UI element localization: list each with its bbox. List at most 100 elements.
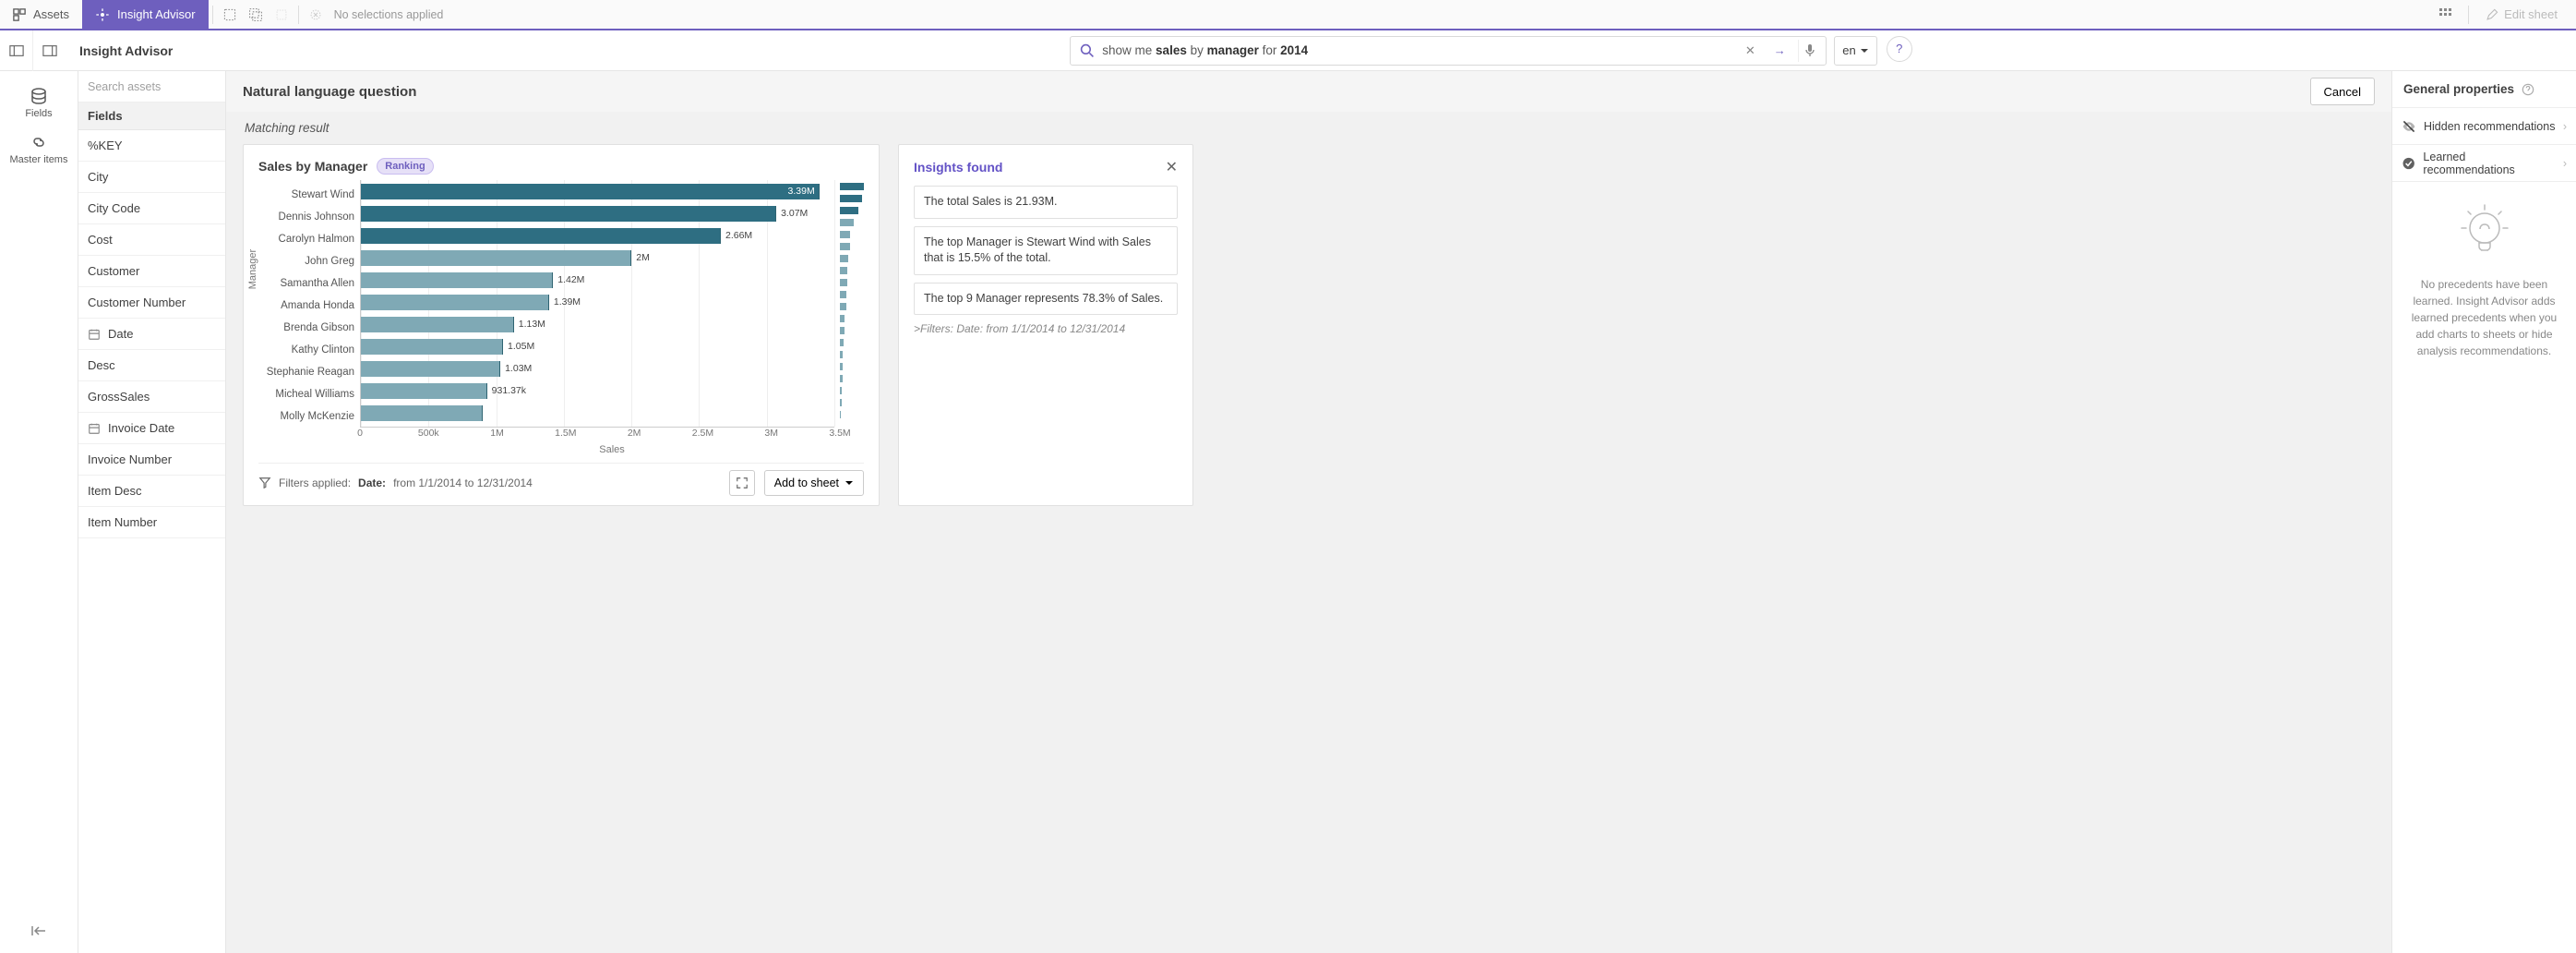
chevron-down-icon	[1860, 46, 1869, 55]
voice-search-icon[interactable]	[1798, 40, 1820, 62]
field-item[interactable]: Customer	[78, 256, 225, 287]
bar-category-label: Kathy Clinton	[258, 339, 360, 361]
bar-row[interactable]: 1.39M	[361, 291, 834, 313]
filter-icon	[258, 476, 271, 489]
calendar-icon	[88, 328, 101, 341]
learned-recommendations[interactable]: Learned recommendations ›	[2392, 145, 2576, 182]
question-header: Natural language question Cancel	[226, 71, 2391, 112]
hidden-rec-label: Hidden recommendations	[2424, 120, 2555, 133]
clear-search-icon[interactable]: ✕	[1739, 40, 1761, 62]
pencil-icon	[2486, 8, 2498, 21]
assets-label: Assets	[33, 7, 69, 21]
caret-down-icon	[845, 478, 854, 488]
bar-row[interactable]: 1.42M	[361, 269, 834, 291]
field-label: GrossSales	[88, 390, 150, 404]
bar-row[interactable]: 1.03M	[361, 357, 834, 380]
insight-tab-label: Insight Advisor	[117, 7, 196, 21]
field-item[interactable]: Invoice Number	[78, 444, 225, 476]
bar-row[interactable]: 2M	[361, 247, 834, 269]
minimap-bars[interactable]	[840, 180, 864, 428]
cancel-button[interactable]: Cancel	[2310, 78, 2375, 105]
bar-value-label: 1.13M	[519, 319, 545, 330]
toggle-right-panel-icon[interactable]	[33, 30, 66, 71]
bar-row[interactable]: 3.39M	[361, 180, 834, 202]
field-item[interactable]: Customer Number	[78, 287, 225, 319]
hidden-recommendations[interactable]: Hidden recommendations ›	[2392, 108, 2576, 145]
nav-master-items[interactable]: Master items	[0, 127, 78, 173]
bar-category-label: Brenda Gibson	[258, 317, 360, 339]
close-insights-icon[interactable]: ✕	[1166, 158, 1178, 176]
field-item[interactable]: City	[78, 162, 225, 193]
edit-sheet-button[interactable]: Edit sheet	[2478, 4, 2565, 25]
link-icon	[30, 134, 48, 151]
help-icon[interactable]: ?	[1887, 36, 1912, 62]
header-row: Insight Advisor show me sales by manager…	[0, 30, 2576, 71]
field-label: City Code	[88, 201, 140, 215]
search-box[interactable]: show me sales by manager for 2014 ✕ →	[1070, 36, 1827, 66]
toggle-left-panel-icon[interactable]	[0, 30, 33, 71]
field-item[interactable]: Item Number	[78, 507, 225, 538]
language-dropdown[interactable]: en	[1834, 36, 1876, 66]
fields-panel: Search assets Fields %KEYCity City Code Co…	[78, 71, 226, 953]
select-rect-icon[interactable]	[243, 2, 269, 28]
fields-header: Fields	[78, 103, 225, 130]
lasso-icon[interactable]	[217, 2, 243, 28]
field-item[interactable]: Desc	[78, 350, 225, 381]
filter-range: from 1/1/2014 to 12/31/2014	[393, 476, 533, 489]
toolbar-sep	[212, 6, 213, 24]
field-item[interactable]: Date	[78, 319, 225, 350]
bar-row[interactable]: 931.37k	[361, 380, 834, 402]
nav-fields[interactable]: Fields	[0, 80, 78, 127]
calendar-icon	[88, 422, 101, 435]
insight-advisor-tab[interactable]: Insight Advisor	[82, 0, 209, 30]
field-label: Item Desc	[88, 484, 142, 498]
top-toolbar: Assets Insight Advisor No selections app…	[0, 0, 2576, 30]
insight-icon	[95, 7, 110, 22]
bar-category-label: Dennis Johnson	[258, 206, 360, 228]
bar-value-label: 1.05M	[508, 341, 534, 352]
assets-icon	[13, 8, 26, 21]
chevron-right-icon: ›	[2563, 120, 2567, 133]
question-title: Natural language question	[243, 84, 416, 100]
search-icon	[1080, 43, 1095, 58]
add-to-sheet-label: Add to sheet	[774, 476, 839, 489]
bar-labels: Stewart WindDennis JohnsonCarolyn Halmon…	[258, 180, 360, 428]
bar-row[interactable]	[361, 402, 834, 424]
insights-card: Insights found ✕ The total Sales is 21.9…	[898, 144, 1193, 506]
field-label: Item Number	[88, 515, 157, 529]
collapse-rail-icon[interactable]	[30, 924, 47, 940]
field-item[interactable]: Item Desc	[78, 476, 225, 507]
filters-label: Filters applied:	[279, 476, 351, 489]
language-label: en	[1842, 43, 1855, 57]
field-item[interactable]: Cost	[78, 224, 225, 256]
submit-search-icon[interactable]: →	[1768, 40, 1791, 62]
grid-icon[interactable]	[2433, 2, 2459, 28]
search-query: show me sales by manager for 2014	[1102, 43, 1731, 57]
bar-value-label: 3.07M	[781, 208, 808, 219]
insights-filter: >Filters: Date: from 1/1/2014 to 12/31/2…	[914, 322, 1178, 335]
toolbar-sep2	[298, 6, 299, 24]
bar-category-label: Samantha Allen	[258, 272, 360, 295]
field-item[interactable]: GrossSales	[78, 381, 225, 413]
bar-category-label: Carolyn Halmon	[258, 228, 360, 250]
fullscreen-icon[interactable]	[729, 470, 755, 496]
database-icon	[30, 88, 48, 104]
field-item[interactable]: City Code	[78, 193, 225, 224]
add-to-sheet-button[interactable]: Add to sheet	[764, 470, 864, 496]
bar-row[interactable]: 1.05M	[361, 335, 834, 357]
fields-search[interactable]: Search assets	[78, 71, 225, 103]
assets-tab[interactable]: Assets	[0, 0, 82, 30]
bookmark-icon[interactable]	[269, 2, 294, 28]
bar-row[interactable]: 3.07M	[361, 202, 834, 224]
clear-selections-icon[interactable]	[303, 2, 329, 28]
nav-rail: Fields Master items	[0, 71, 78, 953]
bar-row[interactable]: 2.66M	[361, 224, 834, 247]
bar-value-label: 2.66M	[725, 230, 752, 241]
no-selections-text: No selections applied	[334, 8, 444, 21]
bar-category-label: Amanda Honda	[258, 295, 360, 317]
bar-value-label: 1.39M	[554, 296, 581, 308]
help-circle-icon[interactable]	[2522, 83, 2534, 96]
bar-row[interactable]: 1.13M	[361, 313, 834, 335]
field-item[interactable]: %KEY	[78, 130, 225, 162]
field-item[interactable]: Invoice Date	[78, 413, 225, 444]
